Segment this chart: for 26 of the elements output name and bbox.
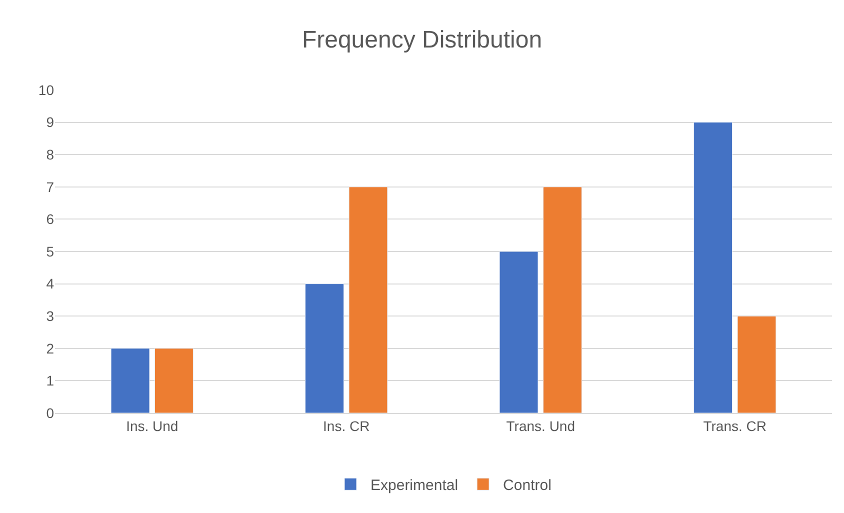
- y-tick-label: 4: [46, 276, 54, 292]
- y-tick-label: 7: [46, 178, 54, 195]
- y-tick-label: 6: [46, 211, 54, 228]
- y-tick-label: 9: [46, 114, 54, 130]
- y-tick-label: 1: [46, 372, 54, 389]
- legend-label: Control: [503, 477, 552, 494]
- x-tick-label: Ins. CR: [323, 418, 370, 434]
- y-tick-label: 5: [46, 243, 54, 260]
- x-tick-label: Trans. CR: [703, 418, 767, 434]
- bar: [543, 186, 582, 413]
- bar: [694, 122, 732, 413]
- x-tick-label: Trans. Und: [506, 418, 575, 434]
- bar: [110, 348, 150, 413]
- bar: [499, 251, 538, 413]
- bar: [348, 186, 388, 413]
- y-tick-label: 10: [38, 82, 54, 98]
- y-tick-label: 0: [46, 404, 54, 421]
- x-tick-label: Ins. Und: [126, 418, 178, 434]
- y-tick-label: 3: [46, 308, 54, 324]
- bar: [737, 316, 776, 413]
- y-tick-label: 8: [46, 146, 54, 162]
- bar: [305, 284, 344, 413]
- chart-title: Frequency Distribution: [302, 26, 542, 54]
- bar: [154, 348, 194, 413]
- legend-label: Experimental: [370, 477, 458, 494]
- y-tick-label: 2: [46, 340, 54, 356]
